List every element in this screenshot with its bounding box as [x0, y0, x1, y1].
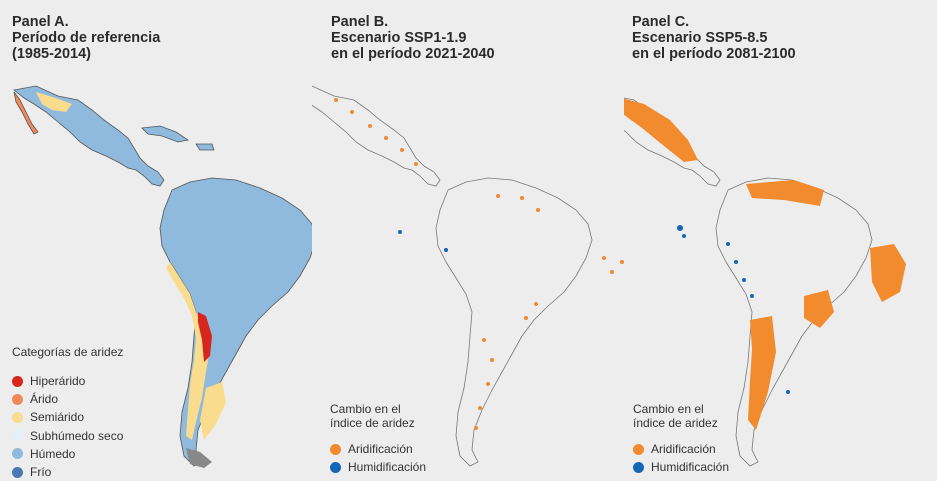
aridification-point	[474, 426, 478, 430]
panel-b: Panel B. Escenario SSP1-1.9 en el períod…	[312, 0, 624, 477]
aridification-point	[610, 270, 614, 274]
map-mexico-central-america	[312, 85, 441, 187]
panel-a-title: Panel A. Período de referencia (1985-201…	[12, 14, 161, 62]
map-andes-arid-strip	[166, 262, 210, 440]
map-ssp1-1-9	[312, 85, 624, 467]
legend-item-semiarido: Semiárido	[12, 408, 123, 426]
aridification-zone-northeast-brazil	[870, 244, 906, 302]
aridification-point	[482, 338, 486, 342]
legend-item-frio: Frío	[12, 463, 123, 481]
humidification-point	[742, 278, 746, 282]
humidification-point	[444, 248, 448, 252]
map-patagonia-semiarid	[200, 382, 226, 440]
legend-title: Cambio en el índice de aridez	[633, 402, 718, 430]
legend-item-humidificacion: Humidificación	[633, 458, 729, 476]
map-reference-aridity	[13, 85, 312, 468]
humidification-point	[750, 294, 754, 298]
legend-swatch	[633, 443, 644, 455]
panel-c-title: Panel C. Escenario SSP5-8.5 en el períod…	[632, 14, 796, 62]
aridification-point	[414, 162, 418, 166]
aridification-point	[400, 148, 404, 152]
aridification-point	[496, 194, 500, 198]
legend-title: Categorías de aridez	[12, 345, 124, 359]
aridification-zones	[624, 98, 906, 430]
aridification-point	[384, 136, 388, 140]
map-south-america	[435, 177, 593, 467]
map-baja-california	[13, 91, 39, 135]
aridification-points	[334, 98, 624, 430]
aridification-point	[490, 358, 494, 362]
legend-swatch	[633, 461, 644, 473]
legend-item-aridificacion: Aridificación	[330, 440, 426, 458]
map-ssp5-8-5	[624, 97, 906, 467]
legend-swatch	[330, 443, 341, 455]
aridification-point	[350, 110, 354, 114]
panel-b-title: Panel B. Escenario SSP1-1.9 en el períod…	[331, 14, 495, 62]
humidification-point	[734, 260, 738, 264]
humidification-point	[677, 225, 683, 231]
legend-swatch	[12, 466, 23, 478]
map-atacama-hyperarid	[198, 312, 212, 362]
aridification-point	[524, 316, 528, 320]
aridification-point	[478, 406, 482, 410]
legend-title: Cambio en el índice de aridez	[330, 402, 415, 430]
panel-a: Panel A. Período de referencia (1985-201…	[0, 0, 312, 479]
legend-swatch	[12, 393, 23, 405]
humidification-point	[786, 390, 790, 394]
map-mexico-central-america	[13, 85, 165, 187]
legend-swatch	[330, 461, 341, 473]
panel-a-legend: Categorías de aridez Hiperárido Árido Se…	[12, 345, 123, 481]
aridification-point	[334, 98, 338, 102]
legend-swatch	[12, 375, 23, 387]
map-south-america	[159, 177, 312, 467]
humidification-point	[398, 230, 402, 234]
aridification-point	[534, 302, 538, 306]
legend-item-subhumedo-seco: Subhúmedo seco	[12, 427, 123, 445]
legend-swatch	[12, 411, 23, 423]
aridification-point	[536, 208, 540, 212]
aridification-point	[368, 124, 372, 128]
map-mexico-arid-zone	[36, 92, 72, 112]
legend-swatch	[12, 448, 23, 460]
legend-item-humidificacion: Humidificación	[330, 458, 426, 476]
humidification-points	[677, 225, 790, 394]
aridification-point	[620, 260, 624, 264]
aridification-zone-northern-south-america	[746, 180, 824, 206]
map-caribbean-islands	[141, 125, 215, 151]
map-tierra-del-fuego-cold	[186, 448, 212, 468]
panel-c: Panel C. Escenario SSP5-8.5 en el períod…	[624, 0, 937, 477]
aridification-zone-mexico	[624, 98, 698, 162]
panel-c-legend: Cambio en el índice de aridez Aridificac…	[633, 402, 729, 476]
humidification-point	[726, 242, 730, 246]
legend-item-arido: Árido	[12, 390, 123, 408]
legend-item-aridificacion: Aridificación	[633, 440, 729, 458]
aridification-point	[602, 256, 606, 260]
aridification-zone-central-south-america	[804, 290, 834, 328]
aridification-point	[520, 196, 524, 200]
humidification-point	[682, 234, 686, 238]
legend-item-hiperarido: Hiperárido	[12, 372, 123, 390]
aridification-zone-southern-andes	[748, 316, 776, 430]
humidification-points	[398, 230, 448, 252]
panel-b-legend: Cambio en el índice de aridez Aridificac…	[330, 402, 426, 476]
legend-item-humedo: Húmedo	[12, 445, 123, 463]
aridification-point	[486, 382, 490, 386]
map-south-america	[715, 177, 873, 467]
legend-swatch	[12, 430, 23, 442]
